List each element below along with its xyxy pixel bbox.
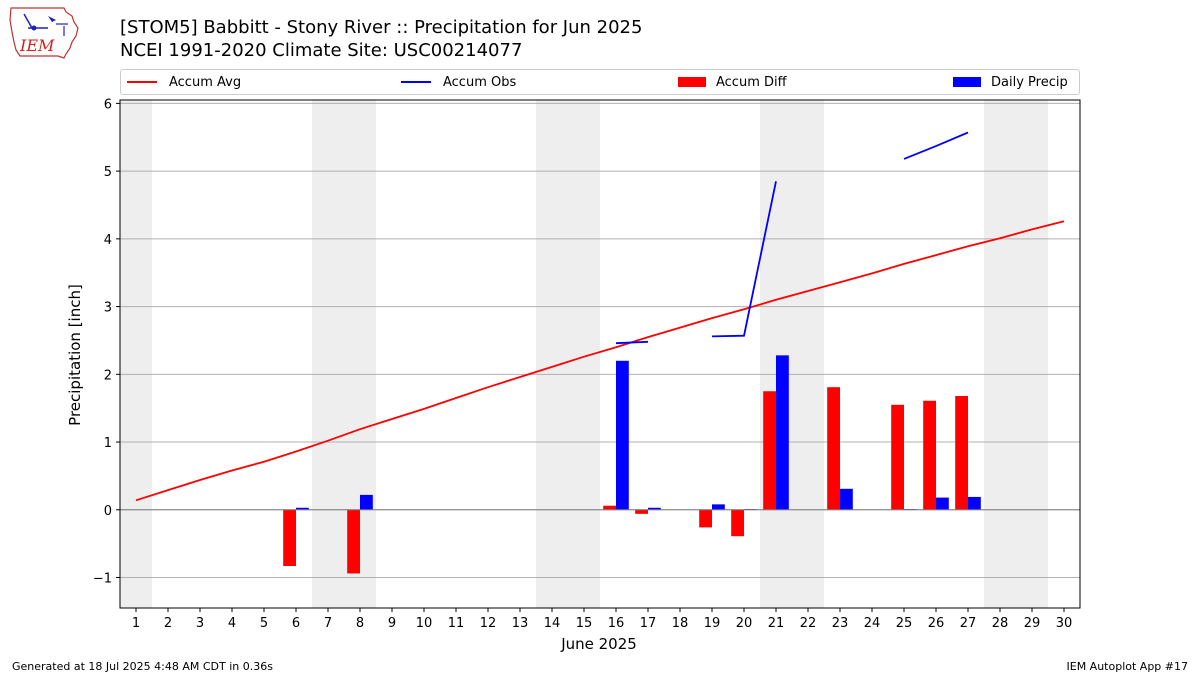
legend-swatch-accum-diff [678, 77, 706, 87]
y-tick-label: 4 [104, 233, 112, 248]
bar-accum-diff [827, 387, 840, 510]
bar-daily-precip [776, 355, 789, 510]
x-tick-label: 5 [260, 616, 268, 631]
legend: Accum Avg Accum Obs Accum Diff Daily Pre… [120, 69, 1080, 95]
x-tick-label: 20 [736, 616, 753, 631]
footer-generated: Generated at 18 Jul 2025 4:48 AM CDT in … [12, 660, 273, 673]
plot-frame [119, 99, 1081, 609]
x-tick-label: 16 [608, 616, 625, 631]
bar-daily-precip [936, 497, 949, 510]
bar-accum-diff [603, 505, 616, 510]
weekend-shade [312, 100, 344, 608]
bar-accum-diff [923, 400, 936, 510]
y-tick-label: 1 [104, 436, 112, 451]
x-tick-label: 6 [292, 616, 300, 631]
legend-swatch-daily-precip [953, 77, 981, 87]
x-tick-label: 26 [928, 616, 945, 631]
legend-swatch-accum-obs [401, 81, 431, 83]
chart-subtitle: NCEI 1991-2020 Climate Site: USC00214077 [120, 40, 523, 61]
legend-label: Accum Obs [443, 74, 517, 90]
x-tick-label: 9 [388, 616, 396, 631]
legend-item-accum-diff: Accum Diff [678, 70, 787, 94]
x-tick-label: 4 [228, 616, 236, 631]
bar-accum-diff [283, 509, 296, 567]
line-accum-avg [135, 220, 1065, 502]
legend-label: Daily Precip [991, 74, 1068, 90]
x-tick-label: 29 [1024, 616, 1041, 631]
bar-accum-diff [699, 509, 712, 528]
weekend-shade [536, 100, 568, 608]
x-tick-label: 23 [832, 616, 849, 631]
line-accum-obs [615, 340, 649, 345]
x-tick-label: 27 [960, 616, 977, 631]
x-tick-label: 28 [992, 616, 1009, 631]
weekend-shade [760, 100, 792, 608]
legend-label: Accum Avg [169, 74, 242, 90]
iem-logo: IEM [9, 7, 79, 59]
x-tick-label: 24 [864, 616, 881, 631]
x-tick-label: 19 [704, 616, 721, 631]
legend-label: Accum Diff [716, 74, 787, 90]
legend-item-accum-avg: Accum Avg [127, 70, 241, 94]
x-tick-label: 2 [164, 616, 172, 631]
bar-daily-precip [360, 494, 373, 510]
x-tick-label: 25 [896, 616, 913, 631]
x-tick-label: 15 [576, 616, 593, 631]
bar-accum-diff [731, 509, 744, 537]
x-tick-label: 30 [1056, 616, 1073, 631]
x-tick-label: 13 [512, 616, 529, 631]
y-axis-label: Precipitation [inch] [66, 284, 84, 426]
bar-daily-precip [648, 507, 661, 510]
weekend-shade [1016, 100, 1048, 608]
bar-accum-diff [347, 509, 360, 574]
bar-daily-precip [616, 360, 629, 510]
bar-accum-diff [891, 404, 904, 510]
y-tick-label: 6 [104, 97, 112, 112]
y-tick-label: −1 [93, 572, 112, 587]
x-tick-label: 11 [448, 616, 465, 631]
x-tick-label: 18 [672, 616, 689, 631]
bar-accum-diff [635, 509, 648, 514]
logo-text: IEM [19, 36, 55, 55]
x-tick-label: 21 [768, 616, 785, 631]
chart-title: [STOM5] Babbitt - Stony River :: Precipi… [120, 17, 643, 38]
legend-swatch-accum-avg [127, 81, 157, 83]
x-tick-label: 7 [324, 616, 332, 631]
bar-accum-diff [955, 395, 968, 510]
x-tick-label: 1 [132, 616, 140, 631]
footer-app: IEM Autoplot App #17 [1066, 660, 1189, 673]
line-accum-obs [711, 181, 777, 338]
x-tick-label: 14 [544, 616, 561, 631]
x-tick-label: 10 [416, 616, 433, 631]
y-tick-label: 0 [104, 504, 112, 519]
x-tick-label: 22 [800, 616, 817, 631]
x-tick-label: 8 [356, 616, 364, 631]
y-tick-label: 2 [104, 368, 112, 383]
legend-item-daily-precip: Daily Precip [953, 70, 1068, 94]
weekend-shade [120, 100, 152, 608]
bar-daily-precip [296, 507, 309, 510]
legend-item-accum-obs: Accum Obs [401, 70, 516, 94]
x-tick-label: 12 [480, 616, 497, 631]
line-accum-obs [903, 131, 969, 160]
weekend-shade [984, 100, 1016, 608]
bar-daily-precip [840, 488, 853, 510]
bar-daily-precip [712, 504, 725, 510]
y-tick-label: 3 [104, 301, 112, 316]
y-tick-label: 5 [104, 165, 112, 180]
bar-accum-diff [763, 391, 776, 510]
weekend-shade [792, 100, 824, 608]
x-axis-label: June 2025 [560, 635, 637, 653]
x-tick-label: 17 [640, 616, 657, 631]
x-tick-label: 3 [196, 616, 204, 631]
bar-daily-precip [968, 496, 981, 510]
